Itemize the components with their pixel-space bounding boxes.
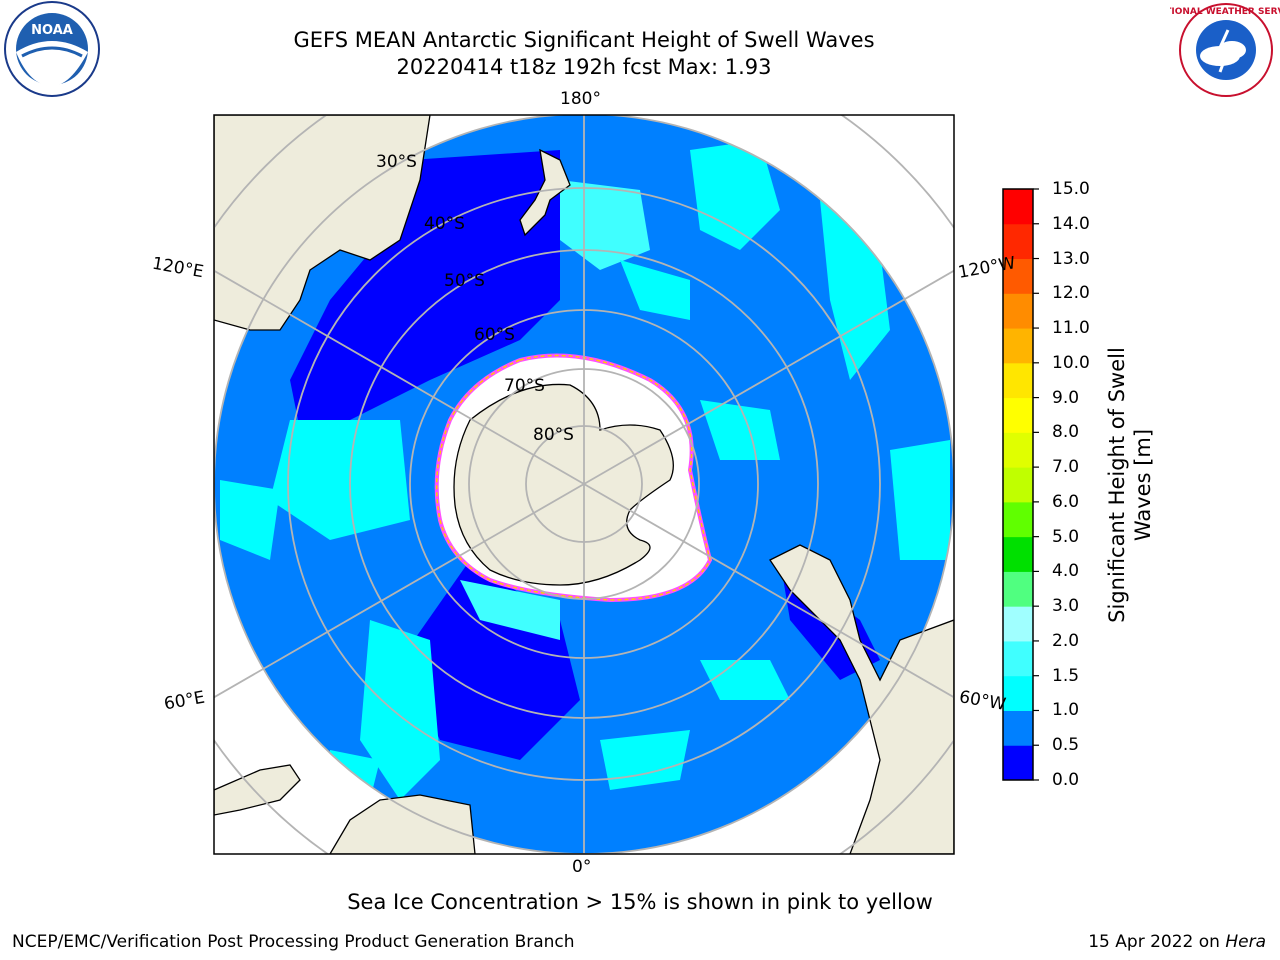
africa-land xyxy=(329,794,476,854)
chart-subtitle: 20220414 t18z 192h fcst Max: 1.93 xyxy=(396,55,772,79)
lat-label-80s: 80°S xyxy=(533,425,574,445)
colorbar-swatch xyxy=(1003,745,1033,781)
colorbar-label: Significant Height of Swell Waves [m] xyxy=(1105,347,1155,623)
colorbar-swatch xyxy=(1003,189,1033,225)
colorbar xyxy=(1002,188,1039,781)
lat-label-70s: 70°S xyxy=(504,376,545,396)
colorbar-tick-label: 11.0 xyxy=(1052,318,1090,339)
chart-title: GEFS MEAN Antarctic Significant Height o… xyxy=(293,28,875,52)
svg-text:NOAA: NOAA xyxy=(31,23,73,38)
lon-label-180: 180° xyxy=(560,89,601,109)
colorbar-tick-label: 0.5 xyxy=(1052,735,1080,756)
noaa-logo: NOAA xyxy=(4,1,100,97)
colorbar-tick-label: 7.0 xyxy=(1052,457,1080,478)
colorbar-tick-label: 2.0 xyxy=(1052,630,1080,651)
colorbar-tick-label: 4.0 xyxy=(1052,561,1080,582)
colorbar-swatch xyxy=(1003,571,1033,607)
colorbar-swatch xyxy=(1003,501,1033,538)
colorbar-swatch xyxy=(1003,536,1033,572)
date-prefix: 15 Apr 2022 on xyxy=(1088,932,1226,952)
colorbar-tick-label: 8.0 xyxy=(1052,422,1080,443)
new-zealand-land xyxy=(519,148,571,237)
antarctica-land xyxy=(453,383,674,586)
colorbar-tick-label: 13.0 xyxy=(1052,248,1090,269)
date-text: 15 Apr 2022 on Hera xyxy=(1088,932,1266,952)
colorbar-tick-label: 5.0 xyxy=(1052,526,1080,547)
credit-text: NCEP/EMC/Verification Post Processing Pr… xyxy=(12,932,575,952)
colorbar-swatch xyxy=(1003,293,1033,329)
lon-label-0: 0° xyxy=(572,857,592,877)
colorbar-tick-label: 10.0 xyxy=(1052,352,1090,373)
colorbar-swatch xyxy=(1003,328,1033,364)
colorbar-swatch xyxy=(1003,362,1033,399)
sea-ice-note: Sea Ice Concentration > 15% is shown in … xyxy=(347,890,933,914)
svg-text:NATIONAL WEATHER SERVICE: NATIONAL WEATHER SERVICE xyxy=(1170,7,1280,17)
colorbar-tick-label: 1.5 xyxy=(1052,665,1080,686)
colorbar-outline xyxy=(1002,188,1034,781)
colorbar-swatch xyxy=(1003,675,1033,711)
colorbar-tick-label: 6.0 xyxy=(1052,491,1080,512)
lat-label-50s: 50°S xyxy=(444,271,485,291)
colorbar-swatch xyxy=(1003,606,1033,642)
colorbar-tick-label: 3.0 xyxy=(1052,596,1080,617)
map-area xyxy=(214,115,954,854)
colorbar-tick-label: 14.0 xyxy=(1052,213,1090,234)
colorbar-swatch xyxy=(1003,258,1033,294)
colorbar-swatch xyxy=(1003,467,1033,503)
nws-logo: NATIONAL WEATHER SERVICE xyxy=(1170,3,1280,97)
machine-name: Hera xyxy=(1225,932,1266,952)
colorbar-swatch xyxy=(1003,223,1033,260)
colorbar-swatch xyxy=(1003,710,1033,746)
lat-label-60s: 60°S xyxy=(474,325,515,345)
colorbar-swatch xyxy=(1003,640,1033,677)
lat-label-40s: 40°S xyxy=(424,214,465,234)
madagascar-land xyxy=(214,764,301,816)
south-america-land xyxy=(769,544,954,854)
colorbar-tick-label: 0.0 xyxy=(1052,770,1080,790)
colorbar-tick-label: 1.0 xyxy=(1052,700,1080,721)
colorbar-tick-label: 9.0 xyxy=(1052,387,1080,408)
graticule xyxy=(214,115,954,854)
lat-label-30s: 30°S xyxy=(376,152,417,172)
colorbar-tick-label: 15.0 xyxy=(1052,179,1090,199)
colorbar-swatch xyxy=(1003,432,1033,468)
colorbar-tick-label: 12.0 xyxy=(1052,283,1090,304)
colorbar-swatch xyxy=(1003,397,1033,433)
